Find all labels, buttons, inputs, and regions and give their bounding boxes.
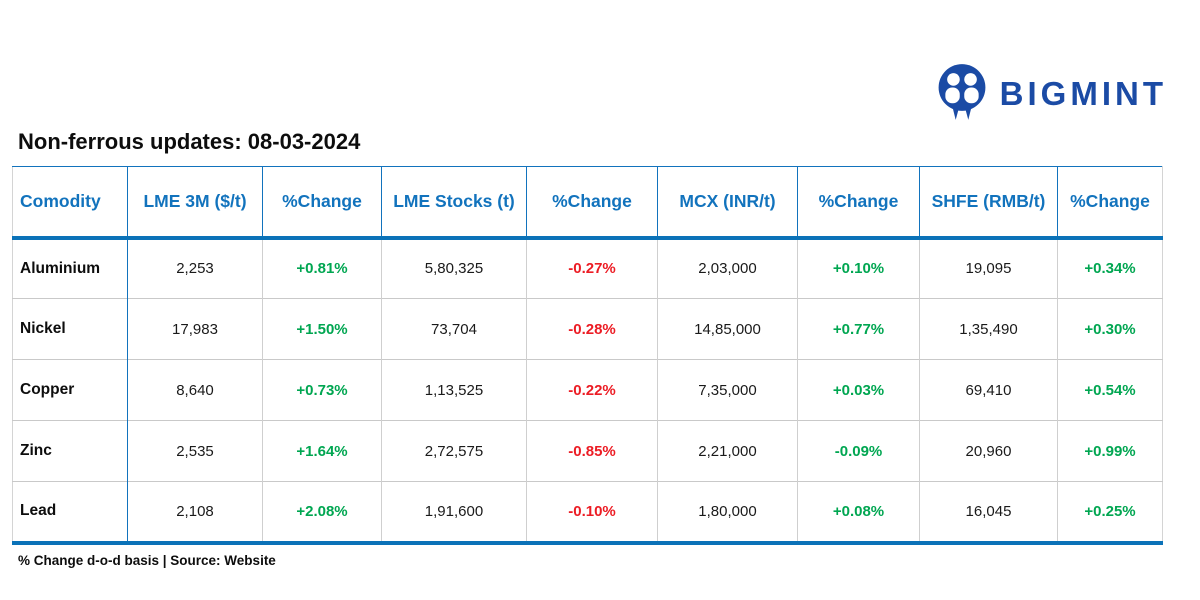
col-header-lme-3m: LME 3M ($/t) [127, 166, 263, 238]
table-row-aluminium: Aluminium 2,253 +0.81% 5,80,325 -0.27% 2… [12, 237, 1163, 299]
col-header-lme-stocks-change: %Change [526, 166, 658, 238]
lme-stocks-change: -0.10% [526, 481, 658, 543]
lme-stocks-value: 2,72,575 [381, 420, 527, 482]
lme-3m-value: 2,108 [127, 481, 263, 543]
lme-3m-value: 2,535 [127, 420, 263, 482]
table-row-copper: Copper 8,640 +0.73% 1,13,525 -0.22% 7,35… [12, 359, 1163, 421]
lme-stocks-value: 1,13,525 [381, 359, 527, 421]
commodity-table-wrap: Comodity LME 3M ($/t) %Change LME Stocks… [12, 166, 1163, 545]
lme-3m-change: +0.73% [262, 359, 382, 421]
mcx-change: +0.10% [797, 237, 920, 299]
lme-stocks-value: 5,80,325 [381, 237, 527, 299]
shfe-change: +0.30% [1057, 298, 1163, 360]
table-row-nickel: Nickel 17,983 +1.50% 73,704 -0.28% 14,85… [12, 298, 1163, 360]
brand-name: BIGMINT [999, 74, 1167, 112]
lme-stocks-value: 1,91,600 [381, 481, 527, 543]
lme-stocks-change: -0.22% [526, 359, 658, 421]
brand-logo: BIGMINT [935, 62, 1167, 122]
mcx-change: +0.08% [797, 481, 920, 543]
mcx-change: -0.09% [797, 420, 920, 482]
lme-3m-value: 17,983 [127, 298, 263, 360]
col-header-mcx: MCX (INR/t) [657, 166, 798, 238]
mcx-value: 2,21,000 [657, 420, 798, 482]
mcx-value: 7,35,000 [657, 359, 798, 421]
mcx-change: +0.77% [797, 298, 920, 360]
table-row-zinc: Zinc 2,535 +1.64% 2,72,575 -0.85% 2,21,0… [12, 420, 1163, 482]
commodity-name: Aluminium [12, 237, 128, 299]
commodity-table: Comodity LME 3M ($/t) %Change LME Stocks… [12, 166, 1163, 545]
col-header-mcx-change: %Change [797, 166, 920, 238]
lme-3m-value: 2,253 [127, 237, 263, 299]
mcx-value: 1,80,000 [657, 481, 798, 543]
mcx-value: 14,85,000 [657, 298, 798, 360]
lme-3m-value: 8,640 [127, 359, 263, 421]
shfe-change: +0.25% [1057, 481, 1163, 543]
lme-stocks-change: -0.28% [526, 298, 658, 360]
col-header-shfe: SHFE (RMB/t) [919, 166, 1058, 238]
lme-stocks-value: 73,704 [381, 298, 527, 360]
col-header-lme-3m-change: %Change [262, 166, 382, 238]
page-title: Non-ferrous updates: 08-03-2024 [18, 129, 361, 154]
mcx-change: +0.03% [797, 359, 920, 421]
lme-stocks-change: -0.85% [526, 420, 658, 482]
lme-stocks-change: -0.27% [526, 237, 658, 299]
col-header-comodity: Comodity [12, 166, 128, 238]
shfe-value: 1,35,490 [919, 298, 1058, 360]
commodity-name: Nickel [12, 298, 128, 360]
commodity-name: Zinc [12, 420, 128, 482]
shfe-change: +0.54% [1057, 359, 1163, 421]
lme-3m-change: +1.50% [262, 298, 382, 360]
table-header-row: Comodity LME 3M ($/t) %Change LME Stocks… [12, 166, 1163, 238]
shfe-value: 69,410 [919, 359, 1058, 421]
lme-3m-change: +2.08% [262, 481, 382, 543]
shfe-value: 19,095 [919, 237, 1058, 299]
commodity-name: Copper [12, 359, 128, 421]
col-header-lme-stocks: LME Stocks (t) [381, 166, 527, 238]
mcx-value: 2,03,000 [657, 237, 798, 299]
col-header-shfe-change: %Change [1057, 166, 1163, 238]
table-row-lead: Lead 2,108 +2.08% 1,91,600 -0.10% 1,80,0… [12, 481, 1163, 543]
shfe-value: 20,960 [919, 420, 1058, 482]
commodity-name: Lead [12, 481, 128, 543]
shfe-change: +0.99% [1057, 420, 1163, 482]
shfe-value: 16,045 [919, 481, 1058, 543]
footnote: % Change d-o-d basis | Source: Website [18, 553, 276, 568]
lme-3m-change: +1.64% [262, 420, 382, 482]
lme-3m-change: +0.81% [262, 237, 382, 299]
shfe-change: +0.34% [1057, 237, 1163, 299]
bigmint-logo-icon [938, 64, 986, 120]
